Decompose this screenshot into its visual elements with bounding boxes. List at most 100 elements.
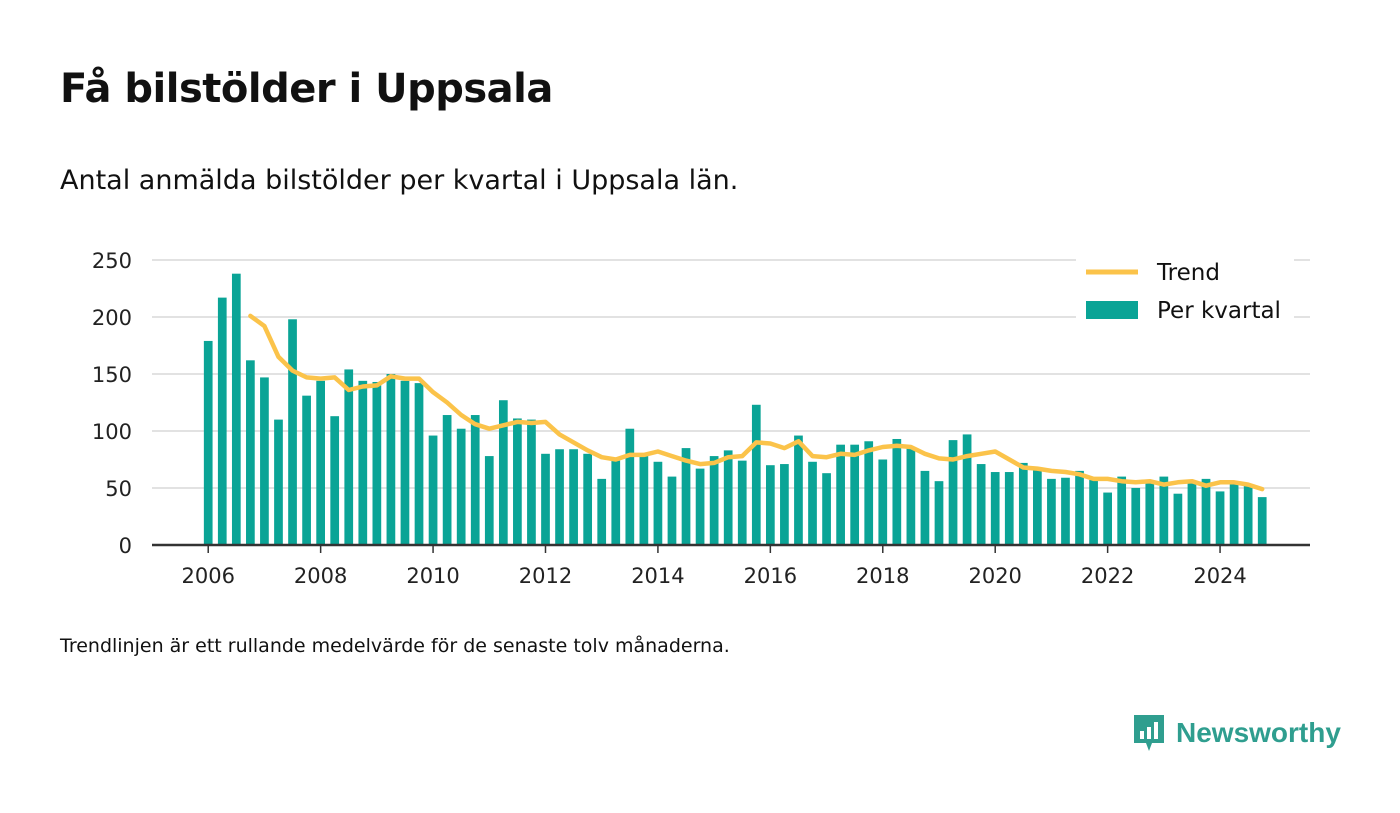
bar bbox=[1103, 492, 1112, 545]
bar bbox=[920, 470, 930, 545]
bar bbox=[442, 415, 452, 545]
bar bbox=[484, 456, 494, 545]
bar bbox=[302, 395, 311, 545]
x-tick-label: 2016 bbox=[744, 564, 797, 588]
bar bbox=[330, 416, 340, 545]
bar bbox=[976, 464, 986, 545]
x-tick-label: 2024 bbox=[1193, 564, 1246, 588]
bar bbox=[274, 419, 283, 545]
bar bbox=[414, 383, 424, 545]
x-tick-label: 2018 bbox=[856, 564, 909, 588]
axes: 0 50 100 150 200 250 2006 2008 2010 2012 2014 2016 2… bbox=[92, 249, 1310, 588]
bar bbox=[1061, 477, 1070, 545]
x-tick-label: 2008 bbox=[294, 564, 347, 588]
bar bbox=[527, 419, 536, 545]
newsworthy-logo-icon bbox=[1134, 715, 1164, 751]
bar bbox=[934, 481, 944, 545]
bar bbox=[1173, 493, 1183, 545]
bar bbox=[400, 380, 410, 545]
bar bbox=[428, 435, 438, 545]
bar bbox=[639, 454, 649, 545]
bar bbox=[344, 369, 354, 545]
y-tick-label: 200 bbox=[92, 306, 132, 330]
bar bbox=[695, 468, 705, 545]
bar bbox=[611, 460, 621, 545]
bar bbox=[569, 449, 578, 545]
bar bbox=[470, 415, 480, 545]
bar bbox=[794, 435, 803, 545]
bar bbox=[625, 428, 635, 545]
bar bbox=[541, 453, 550, 545]
bar bbox=[597, 478, 607, 545]
chart: 0 50 100 150 200 250 2006 2008 2010 2012 2014 2016 2… bbox=[92, 249, 1310, 588]
x-tick-label: 2010 bbox=[406, 564, 459, 588]
bar bbox=[1145, 481, 1155, 545]
trend-line bbox=[248, 313, 1265, 492]
bar bbox=[948, 440, 958, 545]
bar bbox=[1047, 478, 1056, 545]
bar bbox=[836, 444, 845, 545]
y-tick-label: 50 bbox=[105, 477, 132, 501]
x-tick-label: 2014 bbox=[631, 564, 684, 588]
bar bbox=[864, 441, 874, 545]
bar bbox=[808, 461, 817, 545]
chart-title: Få bilstölder i Uppsala bbox=[60, 66, 553, 112]
footnote: Trendlinjen är ett rullande medelvärde f… bbox=[60, 635, 730, 657]
bar bbox=[288, 319, 297, 545]
bar bbox=[1117, 476, 1127, 545]
bar bbox=[456, 428, 466, 545]
legend: Trend Per kvartal bbox=[1076, 256, 1294, 324]
bar bbox=[583, 453, 593, 545]
bar bbox=[231, 273, 241, 545]
bar bbox=[737, 460, 747, 545]
bar bbox=[372, 381, 382, 545]
bar bbox=[878, 459, 888, 545]
bar bbox=[260, 377, 269, 545]
y-tick-label: 250 bbox=[92, 249, 132, 273]
bar bbox=[822, 473, 831, 545]
bar bbox=[316, 380, 325, 545]
bar bbox=[1075, 470, 1084, 545]
bar bbox=[1159, 476, 1169, 545]
bar bbox=[892, 438, 902, 545]
bar-series bbox=[203, 273, 1267, 545]
bar bbox=[358, 380, 368, 545]
bar bbox=[1187, 482, 1197, 545]
bar bbox=[780, 464, 789, 545]
x-tick-label: 2022 bbox=[1081, 564, 1134, 588]
bar bbox=[1018, 462, 1028, 545]
bar bbox=[1243, 485, 1253, 545]
y-tick-label: 150 bbox=[92, 363, 132, 387]
x-tick-label: 2020 bbox=[968, 564, 1021, 588]
legend-bar-label: Per kvartal bbox=[1157, 298, 1281, 324]
bar bbox=[962, 434, 972, 545]
bar bbox=[513, 418, 522, 545]
y-tick-label: 0 bbox=[119, 534, 132, 558]
x-tick-label: 2006 bbox=[181, 564, 234, 588]
bar bbox=[203, 340, 213, 545]
brand-logo: Newsworthy bbox=[1132, 712, 1341, 754]
bar bbox=[555, 449, 564, 545]
bar bbox=[1131, 488, 1141, 545]
bar bbox=[1229, 481, 1239, 545]
legend-bar-swatch bbox=[1086, 301, 1138, 319]
legend-trend-label: Trend bbox=[1156, 260, 1220, 286]
bar bbox=[850, 444, 860, 545]
bar bbox=[386, 374, 396, 545]
bar bbox=[667, 476, 677, 545]
bar bbox=[723, 450, 733, 545]
trend-series bbox=[248, 313, 1265, 492]
bar bbox=[1201, 478, 1211, 545]
bar bbox=[653, 461, 663, 545]
chart-subtitle: Antal anmälda bilstölder per kvartal i U… bbox=[60, 165, 739, 196]
bar bbox=[1257, 497, 1267, 545]
bar bbox=[1215, 491, 1225, 545]
bar bbox=[751, 404, 761, 545]
bar bbox=[1033, 468, 1042, 545]
bar bbox=[990, 472, 1000, 545]
x-tick-label: 2012 bbox=[519, 564, 572, 588]
y-tick-label: 100 bbox=[92, 420, 132, 444]
brand-name: Newsworthy bbox=[1176, 717, 1341, 748]
bar bbox=[246, 360, 255, 545]
bar bbox=[709, 456, 719, 545]
